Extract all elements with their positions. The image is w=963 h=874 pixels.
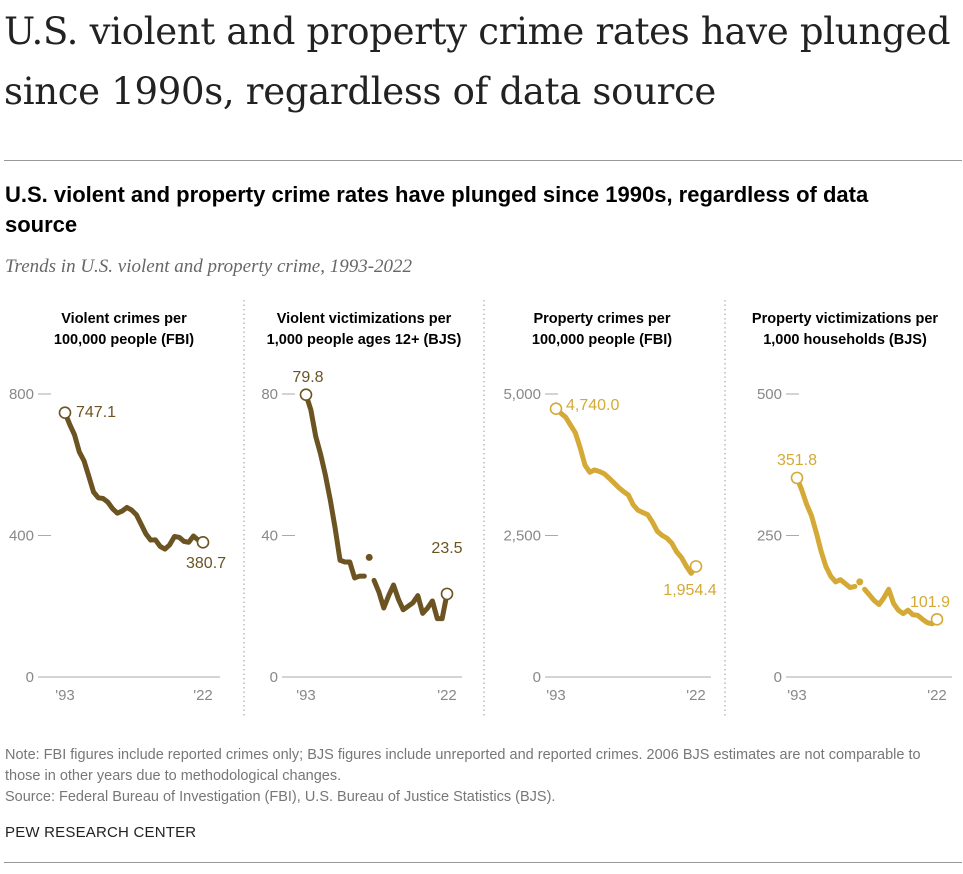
series-line <box>371 577 450 622</box>
start-value-label: 4,740.0 <box>566 397 619 414</box>
y-tick-label: 0 <box>774 669 782 686</box>
y-tick-label: 40 <box>261 528 278 545</box>
end-value-label: 1,954.4 <box>663 582 716 599</box>
data-point-2006 <box>856 578 864 586</box>
x-tick-label: '93 <box>787 687 807 704</box>
start-marker <box>549 402 563 416</box>
x-tick-label: '93 <box>546 687 566 704</box>
y-tick-label: 0 <box>533 669 541 686</box>
series-line <box>553 406 699 576</box>
chart-subtitle: Trends in U.S. violent and property crim… <box>5 256 413 277</box>
y-tick-label: 5,000 <box>503 386 541 403</box>
y-tick-label: 400 <box>9 528 34 545</box>
x-tick-label: '93 <box>55 687 75 704</box>
panel-title-line: 100,000 people (FBI) <box>531 332 673 348</box>
end-value-label: 101.9 <box>910 594 950 611</box>
start-value-label: 747.1 <box>76 404 116 421</box>
panel-title-line: Violent crimes per <box>61 311 187 327</box>
panel-title-property-fbi: Property crimes per 100,000 people (FBI) <box>482 309 722 351</box>
end-marker <box>930 613 944 626</box>
start-value-label: 79.8 <box>292 369 323 386</box>
y-tick-label: 250 <box>757 528 782 545</box>
series-line <box>794 475 858 591</box>
y-tick-label: 80 <box>261 386 278 403</box>
x-tick-label: '93 <box>296 687 316 704</box>
start-marker <box>58 406 72 420</box>
y-tick-label: 500 <box>757 386 782 403</box>
start-value-label: 351.8 <box>777 452 817 469</box>
small-multiples-chart: 0 400 800 '93 '22 747.1 380.7 0 40 80 '93 '22 79.8 23… <box>9 300 952 716</box>
end-value-label: 23.5 <box>431 540 462 557</box>
bottom-divider <box>4 862 962 863</box>
panel-title-line: Property crimes per <box>533 311 671 327</box>
headline: U.S. violent and property crime rates ha… <box>4 10 951 113</box>
chart-title: U.S. violent and property crime rates ha… <box>5 182 869 237</box>
brand-label: PEW RESEARCH CENTER <box>5 824 197 841</box>
panel-title-line: Violent victimizations per <box>276 311 452 327</box>
series-line <box>62 410 206 552</box>
series-line <box>862 586 940 627</box>
panel-title-line: 100,000 people (FBI) <box>53 332 195 348</box>
series-line <box>303 392 367 581</box>
y-tick-label: 800 <box>9 386 34 403</box>
x-tick-label: '22 <box>686 687 706 704</box>
y-tick-label: 0 <box>270 669 278 686</box>
end-marker <box>689 560 703 573</box>
start-marker <box>790 471 804 485</box>
chart-notes: Note: FBI figures include reported crime… <box>5 745 955 808</box>
source-text: Source: Federal Bureau of Investigation … <box>5 789 556 805</box>
data-point-2006 <box>365 553 373 561</box>
panel-title-violent-bjs: Violent victimizations per 1,000 people … <box>244 309 484 351</box>
note-text: Note: FBI figures include reported crime… <box>5 747 921 784</box>
panel-title-violent-fbi: Violent crimes per 100,000 people (FBI) <box>4 309 244 351</box>
panel-title-line: Property victimizations per <box>751 311 939 327</box>
panel-title-line: 1,000 people ages 12+ (BJS) <box>266 332 462 348</box>
end-marker <box>196 536 210 549</box>
end-marker <box>440 587 454 601</box>
panel-title-property-bjs: Property victimizations per 1,000 househ… <box>725 309 963 351</box>
end-value-label: 380.7 <box>186 555 226 572</box>
top-divider <box>4 160 962 161</box>
start-marker <box>299 388 313 402</box>
y-tick-label: 0 <box>26 669 34 686</box>
x-tick-label: '22 <box>193 687 213 704</box>
y-tick-label: 2,500 <box>503 528 541 545</box>
panel-title-line: 1,000 households (BJS) <box>763 332 927 348</box>
x-tick-label: '22 <box>927 687 947 704</box>
x-tick-label: '22 <box>437 687 457 704</box>
